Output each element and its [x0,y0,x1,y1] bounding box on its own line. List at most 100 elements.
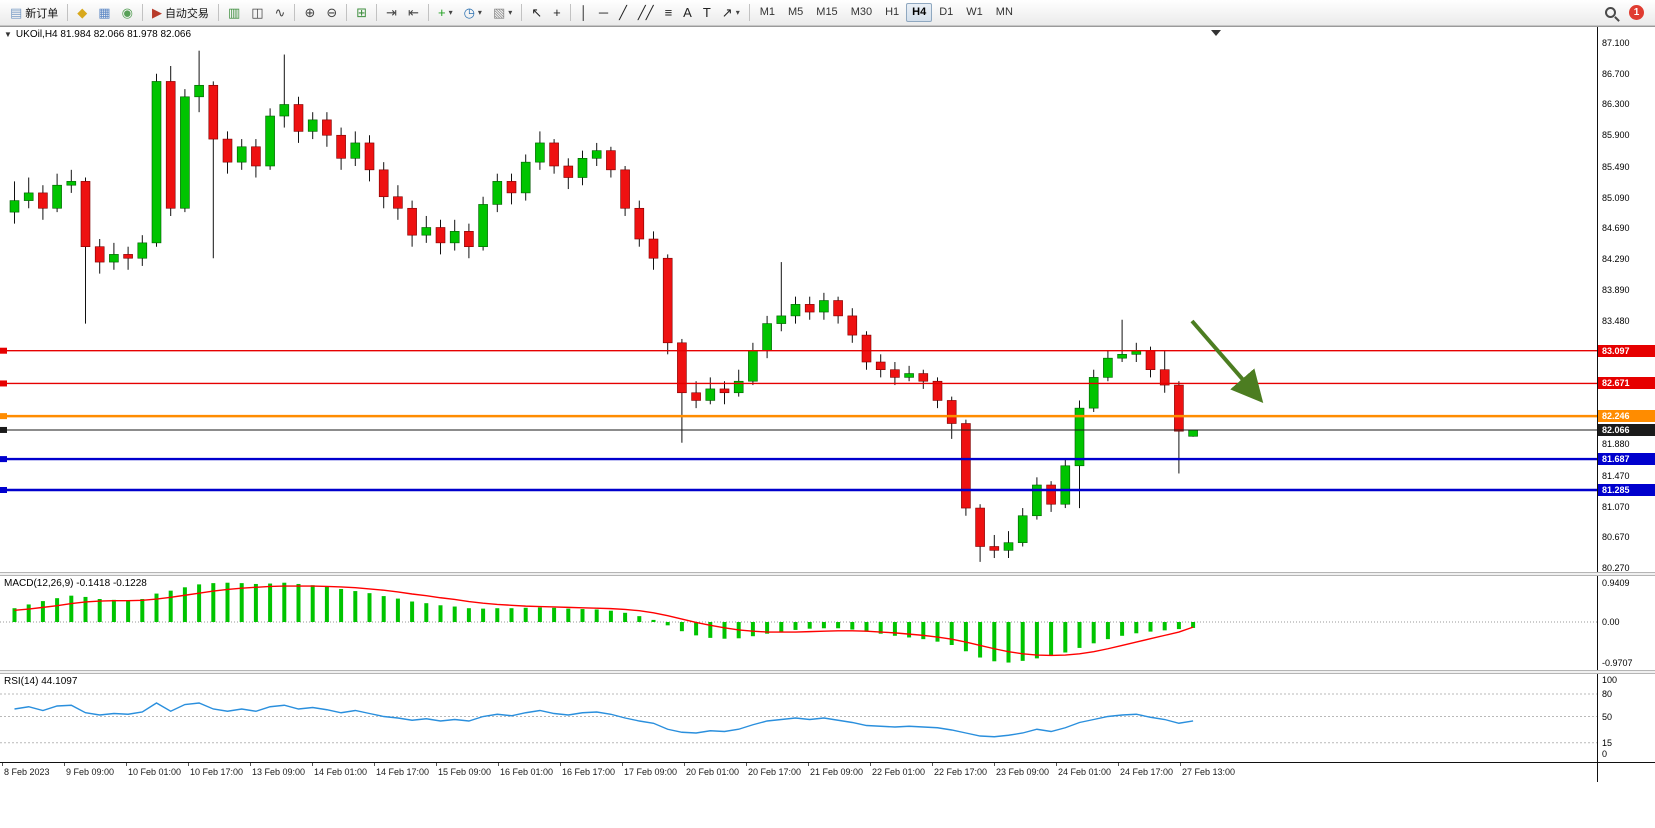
candlestick-chart-icon: ◫ [251,5,264,20]
fibonacci-button[interactable]: ≡ [660,2,678,23]
cursor-button[interactable]: ↖ [526,2,547,23]
time-axis-tick [126,763,127,766]
timeframe-d1-button[interactable]: D1 [939,6,954,18]
price-axis-label: 83.480 [1602,316,1630,327]
time-axis-label: 16 Feb 17:00 [562,767,616,777]
navigator-icon[interactable]: ◉ [117,2,138,23]
text-label-icon: T [702,5,711,20]
channel-button[interactable]: ╱╱ [633,2,659,23]
new-order-icon: ▤ [10,5,23,20]
crosshair-button[interactable]: + [548,2,566,23]
price-chart-canvas[interactable] [0,27,1597,573]
time-axis-tick [250,763,251,766]
time-axis-tick [746,763,747,766]
macd-axis-label: -0.9707 [1602,657,1633,668]
toolbar-separator [67,4,69,21]
autotrading-button-label: 自动交易 [164,7,209,20]
time-axis-tick [1118,763,1119,766]
notification-badge[interactable]: 1 [1629,5,1644,20]
timeframe-h4-button[interactable]: H4 [906,3,933,22]
price-line-label: 82.066 [1598,423,1655,436]
price-line-label: 83.097 [1598,344,1655,357]
toolbar-separator [427,4,429,21]
timeframe-h1-button[interactable]: H1 [885,6,900,18]
tile-windows-icon: ⊞ [356,5,368,20]
price-axis-label: 84.290 [1602,254,1630,264]
templates-button-dropdown-icon[interactable]: ▾ [508,8,513,17]
time-axis-label: 14 Feb 17:00 [376,767,430,777]
price-axis[interactable]: 87.100 86.700 86.300 85.900 85.490 85.090 84.6… [1597,27,1655,573]
panel-splitter-rsi[interactable] [0,670,1655,674]
time-axis-label: 9 Feb 09:00 [66,767,115,777]
time-axis[interactable]: 8 Feb 2023 9 Feb 09:00 10 Feb 01:00 10 Feb … [0,762,1655,782]
zoom-in-button[interactable]: ⊕ [299,2,320,23]
rsi-axis-label: 0 [1602,749,1608,759]
macd-axis-label: 0.00 [1602,617,1620,627]
horizontal-line-icon: ─ [598,5,609,20]
vertical-line-button[interactable]: │ [575,2,593,23]
text-label-button[interactable]: T [698,2,716,23]
macd-header: MACD(12,26,9) -0.1418 -0.1228 [4,578,147,589]
periods-icon: ◷ [463,5,475,20]
autotrading-icon: ▶ [151,5,162,20]
price-axis-label: 81.880 [1602,439,1630,450]
macd-canvas[interactable] [0,576,1597,670]
fibonacci-icon: ≡ [664,5,673,20]
chart-header: ▼ UKOil,H4 81.984 82.066 81.978 82.066 [4,29,191,40]
timeframe-m30-button[interactable]: M30 [850,6,873,18]
price-axis-label: 85.090 [1602,192,1630,203]
arrows-button-dropdown-icon[interactable]: ▾ [735,8,740,17]
price-axis-label: 85.900 [1602,130,1630,141]
time-axis-tick [2,763,3,766]
timeframe-m1-button[interactable]: M1 [759,6,775,18]
indicators-icon: + [437,5,446,20]
indicators-button-dropdown-icon[interactable]: ▾ [448,8,453,17]
price-chart-panel[interactable]: 87.100 86.700 86.300 85.900 85.490 85.090 84.6… [0,26,1655,573]
horizontal-line-button[interactable]: ─ [594,2,613,23]
arrows-button[interactable]: ↗ ▾ [717,2,745,23]
time-axis-label: 16 Feb 01:00 [500,767,554,777]
time-axis-tick [622,763,623,766]
zoom-out-button[interactable]: ⊖ [321,2,342,23]
periods-button-dropdown-icon[interactable]: ▾ [477,8,482,17]
rsi-header: RSI(14) 44.1097 [4,676,78,687]
text-button[interactable]: A [678,2,697,23]
line-chart-icon: ∿ [274,5,286,20]
bar-chart-button[interactable]: ▥ [223,2,245,23]
rsi-panel[interactable]: 100 80 50 15 0 RSI(14) 44.1097 [0,674,1655,762]
new-order-button[interactable]: ▤ 新订单 [5,2,63,23]
chart-shift-button[interactable]: ⇤ [403,2,424,23]
auto-scroll-button[interactable]: ⇥ [381,2,402,23]
timeframe-mn-button[interactable]: MN [995,6,1013,18]
indicators-button[interactable]: + ▾ [433,2,458,23]
symbol-list-caret-icon[interactable]: ▼ [4,30,12,39]
market-watch-icon[interactable]: ◆ [72,2,92,23]
toolbar-separator [141,4,143,21]
templates-button[interactable]: ▧ ▾ [488,2,517,23]
data-window-icon[interactable]: ▦ [93,2,115,23]
autotrading-button[interactable]: ▶ 自动交易 [147,2,214,23]
time-axis-label: 8 Feb 2023 [4,767,50,777]
rsi-axis[interactable]: 100 80 50 15 0 [1597,674,1655,762]
price-line-label: 82.671 [1598,377,1655,390]
macd-axis[interactable]: 0.9409 0.00 -0.9707 [1597,576,1655,670]
price-line-label: 81.687 [1598,453,1655,466]
time-axis-label: 10 Feb 17:00 [190,767,244,777]
time-axis-tick [684,763,685,766]
periods-button[interactable]: ◷ ▾ [459,2,487,23]
time-axis-tick [1180,763,1181,766]
price-axis-label: 86.700 [1602,68,1630,79]
time-axis-tick [188,763,189,766]
search-icon[interactable] [1605,7,1616,18]
panel-splitter-macd[interactable] [0,572,1655,576]
time-axis-tick [994,763,995,766]
line-chart-button[interactable]: ∿ [270,2,291,23]
tile-windows-button[interactable]: ⊞ [351,2,372,23]
trendline-button[interactable]: ╱ [614,2,632,23]
macd-panel[interactable]: 0.9409 0.00 -0.9707 MACD(12,26,9) -0.1418 … [0,576,1655,670]
timeframe-m5-button[interactable]: M5 [788,6,804,18]
candlestick-chart-button[interactable]: ◫ [246,2,268,23]
timeframe-m15-button[interactable]: M15 [816,6,838,18]
timeframe-w1-button[interactable]: W1 [966,6,983,18]
rsi-canvas[interactable] [0,674,1597,762]
